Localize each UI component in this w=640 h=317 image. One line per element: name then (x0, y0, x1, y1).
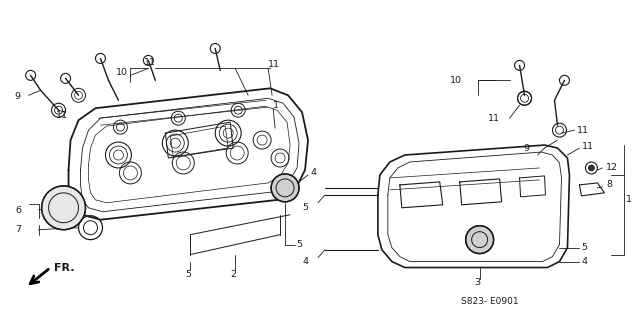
Circle shape (588, 165, 595, 171)
Text: 11: 11 (145, 58, 156, 67)
Text: 4: 4 (310, 168, 316, 178)
Text: 1: 1 (627, 195, 632, 204)
Text: 3: 3 (475, 278, 481, 287)
Text: 11: 11 (577, 126, 588, 135)
Text: 10: 10 (115, 68, 127, 77)
Text: 7: 7 (15, 225, 22, 234)
Text: 11: 11 (581, 142, 593, 151)
Text: FR.: FR. (54, 262, 74, 273)
Text: 9: 9 (15, 92, 20, 101)
Text: 10: 10 (450, 76, 461, 85)
Text: 8: 8 (606, 180, 612, 189)
Circle shape (466, 226, 493, 254)
Text: 5: 5 (186, 270, 191, 279)
Text: 5: 5 (302, 203, 308, 212)
Text: 6: 6 (15, 206, 22, 215)
Text: 12: 12 (606, 164, 618, 172)
Text: 11: 11 (268, 60, 280, 69)
Text: S823- E0901: S823- E0901 (461, 297, 518, 306)
Circle shape (271, 174, 299, 202)
Text: 9: 9 (524, 144, 529, 152)
Text: 4: 4 (581, 257, 588, 266)
Text: 5: 5 (296, 240, 302, 249)
Text: 4: 4 (302, 257, 308, 266)
Text: 11: 11 (488, 114, 500, 123)
Text: 2: 2 (230, 270, 236, 279)
Text: 11: 11 (56, 111, 68, 120)
Text: 1: 1 (273, 101, 279, 110)
Circle shape (42, 186, 86, 230)
Text: 5: 5 (581, 243, 588, 252)
